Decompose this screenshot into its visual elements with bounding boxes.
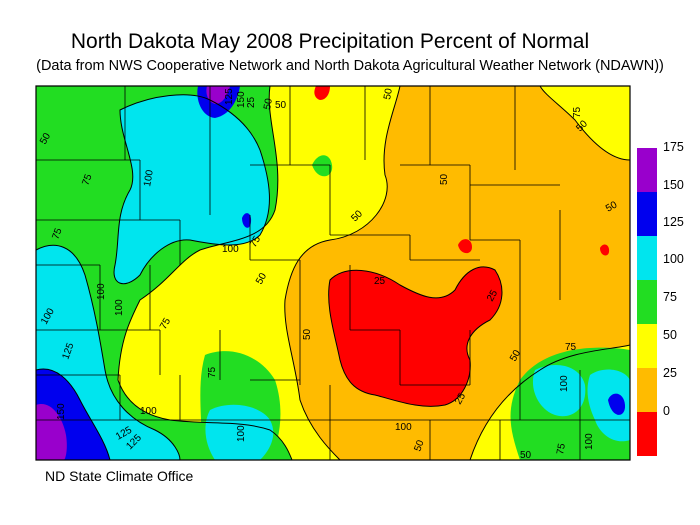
contour-label: 50 [382, 87, 395, 100]
legend-tick-label: 50 [663, 328, 677, 342]
legend-swatch [637, 280, 657, 324]
contour-label: 50 [439, 173, 450, 185]
contour-label: 75 [555, 442, 568, 455]
contour-label: 150 [56, 403, 67, 420]
legend-swatch [637, 368, 657, 412]
contour-label: 25 [374, 276, 386, 287]
contour-lines [36, 86, 630, 460]
contour-label: 25 [246, 96, 257, 108]
contour-label: 75 [248, 234, 263, 250]
contour-label: 75 [207, 366, 218, 378]
fill-0-25-spot2 [600, 244, 610, 256]
legend-tick-label: 175 [663, 140, 684, 154]
legend-tick-label: 75 [663, 290, 677, 304]
contour-label: 75 [80, 172, 94, 187]
contour-label: 100 [559, 375, 570, 392]
contour-fills [36, 86, 630, 460]
legend-tick-label: 150 [663, 178, 684, 192]
contour-label: 100 [142, 169, 156, 188]
contour-label: 100 [114, 299, 125, 316]
contour-label: 100 [236, 425, 247, 442]
contour-label: 50 [412, 438, 426, 453]
contour-label: 50 [275, 100, 287, 111]
legend-swatch [637, 412, 657, 456]
color-legend [637, 148, 657, 456]
legend-tick-label: 0 [663, 404, 670, 418]
contour-label: 50 [508, 348, 523, 364]
credit-text: ND State Climate Office [45, 468, 194, 484]
contour-label: 25 [485, 288, 500, 304]
legend-tick-label: 125 [663, 215, 684, 229]
fill-75-100-spot [312, 155, 333, 177]
county-boundaries [36, 86, 630, 460]
fill-0-25-spot1 [458, 239, 472, 254]
contour-label: 50 [520, 450, 532, 461]
contour-label: 50 [38, 131, 53, 147]
contour-label: 100 [140, 406, 157, 417]
contour-label: 50 [262, 97, 275, 110]
fill-150-175-sw [36, 404, 67, 460]
fill-0-25-north [314, 86, 330, 100]
state-outline [35, 85, 631, 461]
fill-150-175-north [206, 86, 230, 104]
contour-label: 100 [395, 422, 412, 433]
fill-100-125-se [532, 365, 586, 417]
contour-label: 50 [302, 328, 313, 340]
fill-125-150-spot1 [242, 213, 252, 228]
legend-swatch [637, 192, 657, 236]
legend-tick-label: 25 [663, 366, 677, 380]
legend-swatch [637, 236, 657, 280]
contour-label-group: 50 75 100 125 150 25 50 75 100 50 75 100… [38, 87, 619, 461]
contour-label: 25 [453, 391, 468, 407]
contour-label: 50 [254, 271, 269, 287]
contour-label: 100 [96, 283, 107, 300]
legend-swatch [637, 324, 657, 368]
legend-tick-label: 100 [663, 252, 684, 266]
contour-label: 75 [572, 106, 583, 118]
fill-50-75-ne [540, 86, 630, 160]
map-subtitle: (Data from NWS Cooperative Network and N… [36, 58, 664, 74]
contour-label: 100 [584, 433, 595, 450]
legend-swatch [637, 148, 657, 192]
contour-label: 75 [50, 226, 64, 241]
contour-label: 125 [224, 88, 235, 105]
fill-125-150-spot2 [608, 393, 626, 415]
map-title: North Dakota May 2008 Precipitation Perc… [70, 30, 590, 53]
fill-100-125-east [587, 369, 630, 442]
fill-0-25-central [328, 266, 502, 407]
contour-label: 75 [158, 316, 173, 332]
contour-label: 100 [222, 244, 239, 255]
contour-label: 150 [236, 91, 247, 108]
fill-100-125-north [114, 94, 270, 284]
fill-100-125-south [205, 404, 274, 460]
contour-label: 50 [604, 199, 620, 214]
contour-label: 75 [565, 342, 577, 353]
